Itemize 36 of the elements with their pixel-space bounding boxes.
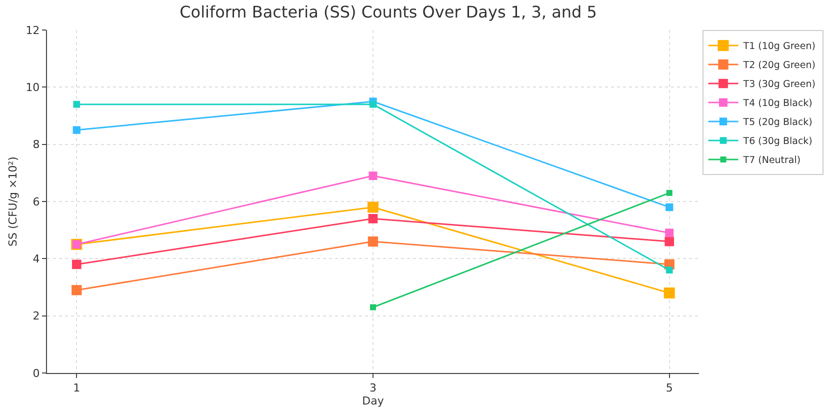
legend-label: T3 (30g Green) [742,79,816,90]
y-tick-label: 8 [32,138,40,152]
y-tick-label: 6 [32,195,40,208]
point [368,202,378,213]
point [665,228,674,238]
point [72,260,82,270]
point [666,266,673,274]
point [73,100,80,108]
point [368,236,378,247]
point [370,100,376,108]
legend-label: T2 (20g Green) [742,60,816,72]
legend-label: T7 (Neutral) [742,155,801,166]
x-tick-label: 3 [370,381,376,394]
point [666,190,672,196]
legend-label: T6 (30g Black) [742,136,812,148]
y-tick-label: 12 [26,24,40,37]
y-tick-label: 0 [32,366,40,380]
point [368,172,378,180]
point [664,236,674,246]
point [72,285,82,296]
y-tick-label: 4 [32,252,40,266]
point [368,214,378,224]
point [664,287,675,298]
y-axis-title: SS (CFU/g ×10²) [6,156,20,246]
point [666,203,674,212]
y-tick-label: 2 [32,310,40,323]
x-tick-label: 5 [666,381,673,394]
legend-label: T4 (10g Black) [742,98,812,110]
point [72,126,80,134]
x-tick-label: 1 [73,381,80,394]
legend-label: T5 (20g Black) [742,117,812,128]
x-axis-title: Day [362,394,384,408]
legend-label: T1 (10g Green) [742,41,816,52]
y-tick-label: 10 [26,81,40,94]
chart-title: Coliform Bacteria (SS) Counts Over Days 1, 3, and 5 [180,2,597,22]
point [370,304,376,310]
